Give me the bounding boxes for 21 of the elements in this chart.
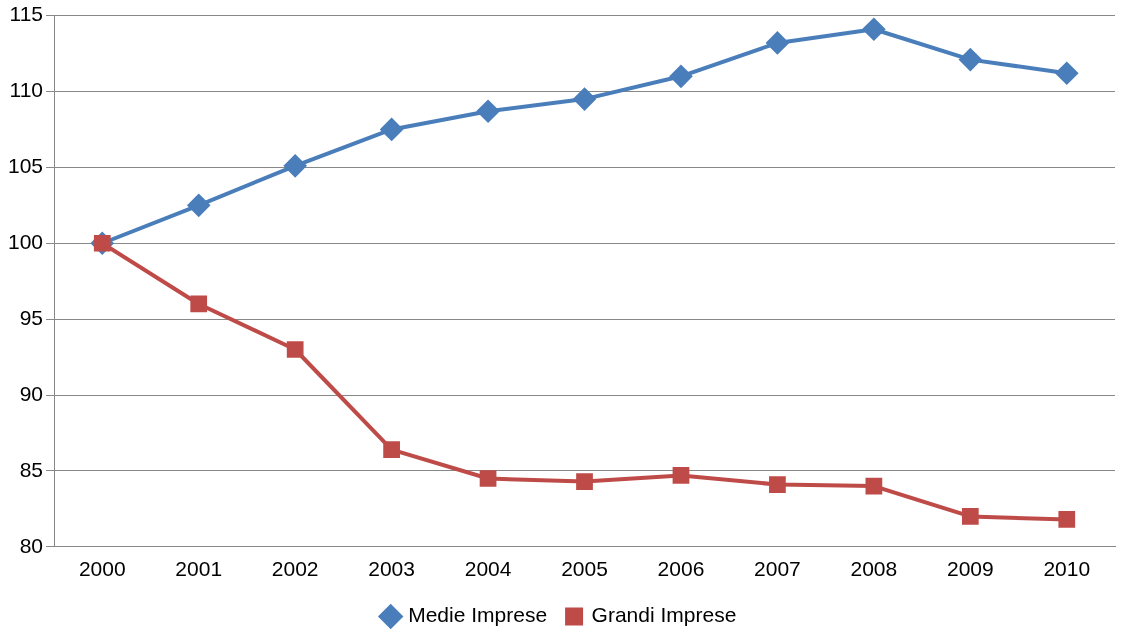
legend-label: Medie Imprese xyxy=(408,603,548,627)
x-tick-label: 2003 xyxy=(368,557,415,581)
x-tick-label: 2000 xyxy=(78,557,126,581)
x-tick-label: 2004 xyxy=(464,557,512,581)
x-tick-label: 2002 xyxy=(271,557,319,581)
y-tick-label: 105 xyxy=(7,154,44,178)
y-tick-label: 100 xyxy=(7,230,44,254)
x-tick-label: 2007 xyxy=(754,557,801,581)
x-tick-label: 2001 xyxy=(175,557,223,581)
y-tick-label: 85 xyxy=(19,457,44,481)
y-tick-label: 115 xyxy=(9,2,44,26)
x-tick-label: 2005 xyxy=(561,557,608,581)
y-tick-label: 90 xyxy=(19,381,44,405)
x-tick-label: 2008 xyxy=(850,557,898,581)
y-tick-label: 95 xyxy=(19,305,44,329)
x-tick-label: 2010 xyxy=(1043,557,1091,581)
x-tick-label: 2009 xyxy=(946,557,994,581)
legend-label: Grandi Imprese xyxy=(591,603,737,627)
x-tick-label: 2006 xyxy=(657,557,705,581)
y-tick-label: 110 xyxy=(9,78,44,102)
y-tick-label: 80 xyxy=(19,533,44,557)
